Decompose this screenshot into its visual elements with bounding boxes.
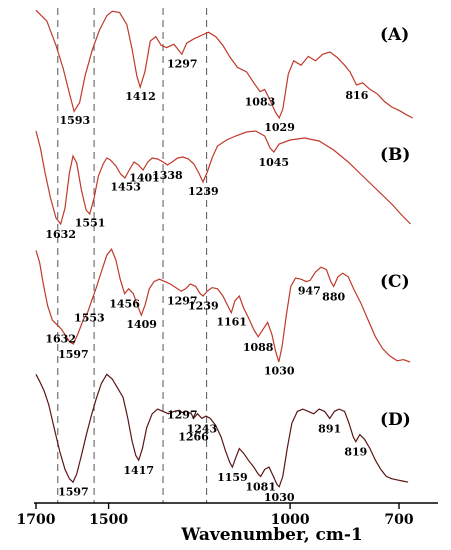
peak-label: 1593 bbox=[60, 114, 91, 127]
panel-labels: (A) (B) (C) (D) bbox=[380, 25, 411, 430]
spectrum-line-a bbox=[35, 9, 414, 120]
panel-label-c: (C) bbox=[380, 272, 410, 292]
peak-label: 1597 bbox=[58, 348, 89, 361]
peak-label: 1088 bbox=[243, 341, 274, 354]
x-tick-label: 1000 bbox=[271, 512, 310, 528]
peak-label: 819 bbox=[344, 446, 367, 459]
x-tick-label: 700 bbox=[384, 512, 413, 528]
peak-label: 1632 bbox=[45, 228, 76, 241]
peak-label: 1045 bbox=[258, 156, 289, 169]
peak-label: 1338 bbox=[152, 169, 183, 182]
peak-label: 1243 bbox=[187, 422, 218, 435]
peak-label: 891 bbox=[318, 422, 341, 435]
peak-label: 1401 bbox=[129, 172, 160, 185]
spectrum-line-c bbox=[35, 248, 411, 363]
x-axis-ticks: 1700 1500 1000 700 bbox=[17, 503, 414, 528]
peak-label: 1409 bbox=[126, 318, 157, 331]
peak-label: 1297 bbox=[167, 409, 198, 422]
peak-label: 1083 bbox=[245, 96, 276, 109]
peak-label: 1239 bbox=[188, 185, 219, 198]
peak-label: 1412 bbox=[125, 90, 156, 103]
peak-label: 1456 bbox=[109, 298, 140, 311]
peak-label: 1029 bbox=[264, 121, 295, 134]
peak-label: 1239 bbox=[188, 300, 219, 313]
peak-label: 1553 bbox=[74, 311, 105, 324]
spectrum-line-b bbox=[35, 130, 412, 226]
peak-label: 1030 bbox=[264, 364, 295, 377]
peak-label: 1417 bbox=[123, 464, 154, 477]
reference-lines bbox=[57, 8, 208, 503]
peak-label: 1297 bbox=[167, 295, 198, 308]
peak-label: 947 bbox=[298, 285, 321, 298]
peak-label: 1081 bbox=[245, 480, 276, 493]
peak-label: 1597 bbox=[58, 485, 89, 498]
peak-label: 1551 bbox=[75, 217, 106, 230]
peak-label: 1030 bbox=[264, 491, 295, 504]
panel-label-a: (A) bbox=[380, 25, 409, 45]
x-tick-label: 1500 bbox=[89, 512, 128, 528]
peak-label: 1161 bbox=[216, 316, 247, 329]
peak-label: 1297 bbox=[167, 57, 198, 70]
spectra-layer bbox=[35, 9, 414, 488]
peak-label: 1632 bbox=[45, 332, 76, 345]
panel-label-b: (B) bbox=[380, 145, 410, 165]
peak-label: 1453 bbox=[110, 181, 141, 194]
panel-label-d: (D) bbox=[380, 410, 411, 430]
peak-label: 816 bbox=[345, 89, 368, 102]
peak-label: 1159 bbox=[217, 471, 248, 484]
spectrum-line-d bbox=[35, 373, 409, 488]
x-tick-label: 1700 bbox=[17, 512, 56, 528]
peak-label: 1266 bbox=[178, 430, 209, 443]
x-axis-title: Wavenumber, cm-1 bbox=[180, 525, 363, 545]
peak-labels: 1593141212971083102981616321551145314011… bbox=[45, 57, 368, 503]
peak-label: 880 bbox=[322, 290, 345, 303]
